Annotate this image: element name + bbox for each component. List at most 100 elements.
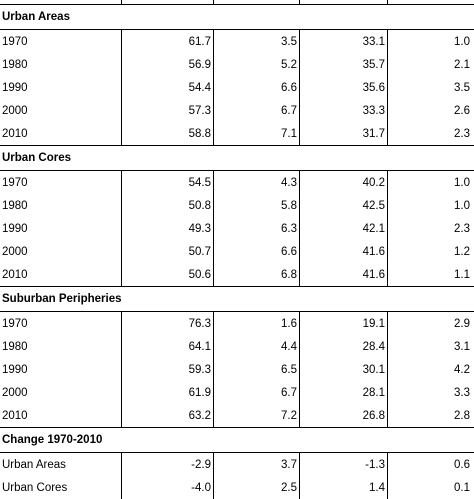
- cell-value: 3.1: [454, 340, 470, 353]
- cell-value: 2.6: [454, 104, 470, 117]
- cell-value: 6.7: [214, 381, 300, 404]
- cell-value: 6.6: [214, 240, 300, 263]
- cell-value: 5.2: [214, 53, 300, 76]
- cell-value: 28.4: [300, 335, 388, 358]
- cell-value: 35.7: [300, 53, 388, 76]
- cell-value: 28.1: [300, 381, 388, 404]
- cell-value: 1.0: [454, 35, 470, 48]
- cell-value: 64.1: [122, 335, 214, 358]
- cell-value: 54.4: [122, 76, 214, 99]
- table-row: 1990 59.3 6.5 30.1 4.2: [0, 358, 474, 381]
- table-row: 2010 63.2 7.2 26.8 2.8: [0, 404, 474, 427]
- cell-value: 1.4: [300, 476, 388, 499]
- cell-value: -2.9: [122, 453, 214, 476]
- table-row: 1980 56.9 5.2 35.7 2.1: [0, 53, 474, 76]
- row-label: 2010: [0, 404, 122, 427]
- cell-value: -4.0: [122, 476, 214, 499]
- cell-value: 61.7: [122, 30, 214, 53]
- table-row: 2010 58.8 7.1 31.7 2.3: [0, 122, 474, 145]
- cell-value: 3.5: [214, 30, 300, 53]
- cell-value: 50.6: [122, 263, 214, 286]
- cell-value: 2.1: [454, 58, 470, 71]
- cell-value: 0.6: [454, 458, 470, 471]
- section-header-change: Change 1970-2010: [0, 427, 474, 453]
- table-row: 1990 54.4 6.6 35.6 3.5: [0, 76, 474, 99]
- table-row: 1970 54.5 4.3 40.2 1.0: [0, 171, 474, 194]
- cell-value: 31.7: [300, 122, 388, 145]
- cell-value: 50.7: [122, 240, 214, 263]
- row-label: 1970: [0, 171, 122, 194]
- cell-value: 6.3: [214, 217, 300, 240]
- cell-value: 4.2: [454, 363, 470, 376]
- section-header-suburban-peripheries: Suburban Peripheries: [0, 286, 474, 312]
- table-row: 1970 61.7 3.5 33.1 1.0: [0, 30, 474, 53]
- row-label: 2000: [0, 240, 122, 263]
- table-row: Urban Cores -4.0 2.5 1.4 0.1: [0, 476, 474, 499]
- cell-value: 41.6: [300, 240, 388, 263]
- row-label: 1980: [0, 53, 122, 76]
- cell-value: 42.1: [300, 217, 388, 240]
- cell-value: 40.2: [300, 171, 388, 194]
- cell-value: 2.5: [214, 476, 300, 499]
- cell-value: 1.0: [454, 176, 470, 189]
- cell-value: 58.8: [122, 122, 214, 145]
- cell-value: 33.3: [300, 99, 388, 122]
- cell-value: 7.2: [214, 404, 300, 427]
- cell-value: 76.3: [122, 312, 214, 335]
- table-row: 2000 57.3 6.7 33.3 2.6: [0, 99, 474, 122]
- table-top-row: [0, 0, 474, 4]
- cell-value: 59.3: [122, 358, 214, 381]
- row-label: 1980: [0, 335, 122, 358]
- cell-value: 1.1: [454, 268, 470, 281]
- table-row: Urban Areas -2.9 3.7 -1.3 0.6: [0, 453, 474, 476]
- cell-value: 49.3: [122, 217, 214, 240]
- cell-value: 2.3: [454, 222, 470, 235]
- table-row: 1990 49.3 6.3 42.1 2.3: [0, 217, 474, 240]
- cell-value: 61.9: [122, 381, 214, 404]
- table-row: 2000 50.7 6.6 41.6 1.2: [0, 240, 474, 263]
- row-label: 1970: [0, 312, 122, 335]
- cell-value: 19.1: [300, 312, 388, 335]
- cell-value: 56.9: [122, 53, 214, 76]
- cell-value: 6.8: [214, 263, 300, 286]
- cell-value: 1.6: [214, 312, 300, 335]
- section-title: Urban Areas: [2, 11, 70, 23]
- cell-value: 3.7: [214, 453, 300, 476]
- table-row: 1970 76.3 1.6 19.1 2.9: [0, 312, 474, 335]
- cell-value: 1.2: [454, 245, 470, 258]
- cell-value: 57.3: [122, 99, 214, 122]
- row-label: 1990: [0, 217, 122, 240]
- cell-value: 35.6: [300, 76, 388, 99]
- cell-value: 2.8: [454, 409, 470, 422]
- cell-value: 26.8: [300, 404, 388, 427]
- cell-value: 41.6: [300, 263, 388, 286]
- row-label: 2000: [0, 381, 122, 404]
- cell-value: 6.5: [214, 358, 300, 381]
- table-row: 2000 61.9 6.7 28.1 3.3: [0, 381, 474, 404]
- row-label: 1990: [0, 358, 122, 381]
- row-label: Urban Areas: [0, 453, 122, 476]
- cell-value: 0.1: [454, 481, 470, 494]
- cell-value: 2.9: [454, 317, 470, 330]
- cell-value: 1.0: [454, 199, 470, 212]
- cell-value: 42.5: [300, 194, 388, 217]
- section-title: Suburban Peripheries: [2, 293, 122, 305]
- table-row: 1980 64.1 4.4 28.4 3.1: [0, 335, 474, 358]
- section-header-urban-cores: Urban Cores: [0, 145, 474, 171]
- section-header-urban-areas: Urban Areas: [0, 4, 474, 30]
- cell-value: 5.8: [214, 194, 300, 217]
- section-title: Change 1970-2010: [2, 434, 103, 446]
- table-row: 1980 50.8 5.8 42.5 1.0: [0, 194, 474, 217]
- section-title: Urban Cores: [2, 152, 72, 164]
- row-label: 1970: [0, 30, 122, 53]
- cell-value: 3.3: [454, 386, 470, 399]
- row-label: 1980: [0, 194, 122, 217]
- row-label: 2010: [0, 263, 122, 286]
- row-label: 2010: [0, 122, 122, 145]
- cell-value: 63.2: [122, 404, 214, 427]
- cell-value: 2.3: [454, 127, 470, 140]
- cell-value: 6.7: [214, 99, 300, 122]
- cell-value: 54.5: [122, 171, 214, 194]
- row-label: 2000: [0, 99, 122, 122]
